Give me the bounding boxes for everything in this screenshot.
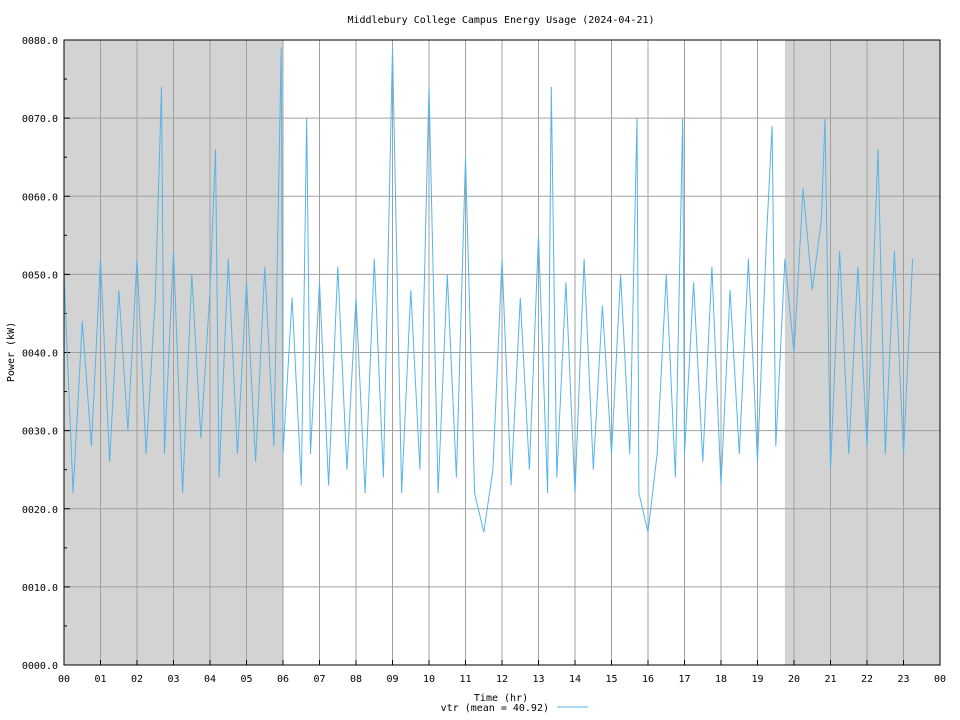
x-tick-label: 03 xyxy=(167,674,179,685)
x-tick-label: 05 xyxy=(240,674,252,685)
y-tick-label: 0060.0 xyxy=(22,192,58,203)
x-tick-label: 20 xyxy=(788,674,800,685)
x-tick-label: 00 xyxy=(934,674,946,685)
y-axis-label: Power (kW) xyxy=(6,322,17,382)
y-tick-labels: 0000.0 0010.0 0020.0 0030.0 0040.0 0050.0 0060… xyxy=(22,36,58,672)
x-tick-label: 22 xyxy=(861,674,873,685)
y-tick-label: 0040.0 xyxy=(22,349,58,360)
y-tick-label: 0020.0 xyxy=(22,505,58,516)
y-tick-label: 0070.0 xyxy=(22,114,58,125)
y-tick-label: 0030.0 xyxy=(22,427,58,438)
x-tick-label: 07 xyxy=(313,674,325,685)
x-tick-label: 23 xyxy=(897,674,909,685)
x-tick-label: 13 xyxy=(532,674,544,685)
x-tick-label: 16 xyxy=(642,674,654,685)
x-tick-label: 01 xyxy=(94,674,106,685)
x-tick-label: 18 xyxy=(715,674,727,685)
x-tick-label: 15 xyxy=(605,674,617,685)
x-tick-label: 14 xyxy=(569,674,581,685)
series-layer xyxy=(63,47,914,533)
grid-lines xyxy=(63,39,941,666)
x-tick-label: 21 xyxy=(824,674,836,685)
x-tick-label: 19 xyxy=(751,674,763,685)
x-tick-label: 08 xyxy=(350,674,362,685)
x-tick-label: 10 xyxy=(423,674,435,685)
legend: vtr (mean = 40.92) xyxy=(441,703,588,714)
plot-frame xyxy=(63,39,941,666)
legend-label: vtr (mean = 40.92) xyxy=(441,703,549,714)
x-tick-label: 12 xyxy=(496,674,508,685)
x-tick-labels: 00 01 02 03 04 05 06 07 08 09 10 11 12 13 14 15 16 17 18 19… xyxy=(58,674,946,685)
x-tick-label: 06 xyxy=(277,674,289,685)
x-tick-label: 11 xyxy=(459,674,471,685)
y-tick-label: 0080.0 xyxy=(22,36,58,47)
chart-title: Middlebury College Campus Energy Usage (… xyxy=(347,15,654,26)
x-tick-label: 17 xyxy=(678,674,690,685)
series-line-0 xyxy=(63,47,914,533)
x-tick-label: 00 xyxy=(58,674,70,685)
y-tick-label: 0000.0 xyxy=(22,661,58,672)
x-tick-label: 02 xyxy=(131,674,143,685)
x-tick-label: 04 xyxy=(204,674,216,685)
y-tick-label: 0050.0 xyxy=(22,270,58,281)
x-axis-label: Time (hr) xyxy=(474,693,528,704)
x-tick-label: 09 xyxy=(386,674,398,685)
y-tick-label: 0010.0 xyxy=(22,583,58,594)
